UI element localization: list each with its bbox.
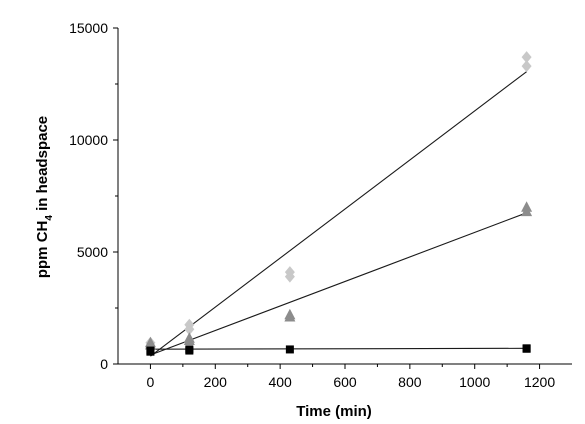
y-tick-label: 0 [100, 356, 108, 372]
x-axis-title: Time (min) [296, 403, 372, 420]
y-tick-label: 5000 [77, 244, 108, 260]
y-axis-title-main: ppm CH [34, 221, 51, 279]
x-tick-label: 400 [268, 374, 292, 390]
data-point-square [522, 344, 531, 353]
y-axis-title-subscript: 4 [44, 215, 55, 221]
x-axis-ticks: 0 200 400 600 800 1000 1200 [147, 364, 555, 390]
data-point-triangle [284, 308, 296, 320]
y-axis-title: ppm CH4 in headspace [34, 116, 55, 278]
fit-lines [150, 71, 527, 357]
y-axis-title-rest: in headspace [34, 116, 51, 215]
y-axis-ticks: 0 5000 10000 15000 [69, 20, 118, 372]
x-tick-label: 200 [204, 374, 228, 390]
data-point-square [185, 345, 194, 354]
data-point-square [146, 346, 155, 355]
fit-line-diamond [150, 71, 527, 357]
x-tick-label: 800 [398, 374, 422, 390]
data-point-triangle [183, 332, 195, 343]
data-points [144, 51, 533, 356]
data-point-diamond [184, 318, 195, 331]
x-tick-label: 0 [147, 374, 155, 390]
data-point-diamond [284, 266, 295, 279]
x-tick-label: 600 [333, 374, 357, 390]
fit-line-square [150, 347, 527, 350]
x-tick-label: 1200 [524, 374, 555, 390]
x-tick-label: 1000 [459, 374, 490, 390]
data-point-triangle [144, 336, 156, 348]
data-point-diamond [521, 51, 532, 64]
axes: 0 200 400 600 800 1000 1200 0 5000 10000 15000 [69, 20, 572, 390]
y-tick-label: 10000 [69, 132, 108, 148]
y-tick-label: 15000 [69, 20, 108, 36]
fit-line-triangle [150, 212, 527, 356]
data-point-triangle [521, 201, 533, 212]
data-point-diamond [521, 60, 532, 73]
data-point-square [285, 345, 294, 354]
